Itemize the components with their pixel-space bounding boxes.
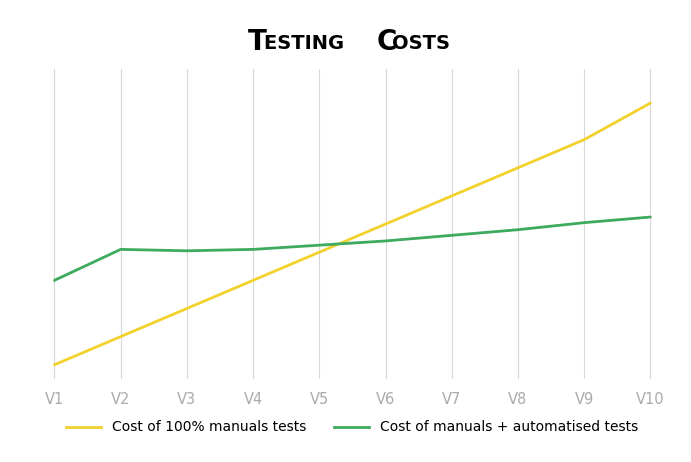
Text: C: C	[377, 28, 397, 55]
Text: T: T	[247, 28, 266, 55]
Text: ESTING: ESTING	[264, 34, 351, 54]
Text: OSTS: OSTS	[392, 34, 451, 54]
Legend: Cost of 100% manuals tests, Cost of manuals + automatised tests: Cost of 100% manuals tests, Cost of manu…	[61, 415, 644, 440]
